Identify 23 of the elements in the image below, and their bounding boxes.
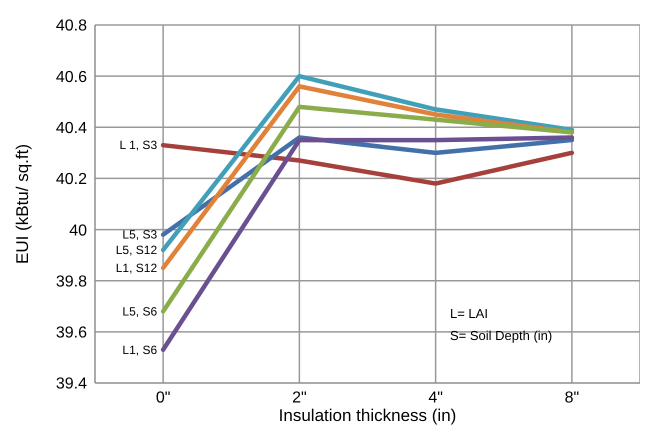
- series-label: L5, S6: [122, 304, 158, 318]
- x-axis-title: Insulation thickness (in): [278, 406, 456, 425]
- y-tick-label: 40.8: [56, 18, 88, 35]
- x-tick-label: 8": [564, 389, 580, 406]
- annotation: S= Soil Depth (in): [450, 328, 552, 343]
- series-label: L5, S12: [116, 243, 158, 258]
- line-series: [160, 142, 574, 186]
- y-tick-label: 39.4: [56, 376, 88, 393]
- x-tick-label: 0": [156, 389, 170, 406]
- y-tick-label: 39.8: [56, 273, 88, 290]
- x-tick-label: 2": [292, 389, 307, 406]
- x-tick-label: 4": [428, 389, 443, 406]
- series-label: L1, S6: [122, 342, 158, 357]
- y-tick-label: 39.6: [56, 324, 88, 342]
- y-tick-label: 40.2: [56, 171, 88, 188]
- series-label: L 1, S3: [120, 138, 158, 152]
- series-label: L1, S12: [116, 260, 158, 275]
- y-tick-label: 40: [69, 222, 88, 240]
- y-tick-label: 40.6: [56, 68, 88, 86]
- y-axis-title: EUI (kBtu/ sq.ft): [13, 144, 32, 264]
- annotation: L= LAI: [450, 306, 488, 321]
- y-tick-label: 40.4: [56, 120, 88, 137]
- series-label: L5, S3: [122, 228, 158, 242]
